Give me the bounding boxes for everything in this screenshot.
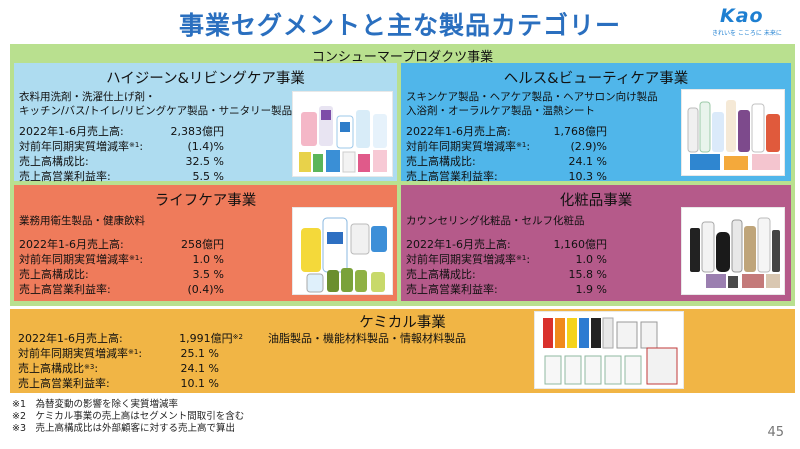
kao-logo: Kao きれいを こころに 未来に	[712, 5, 794, 37]
segment-metrics: 2022年1-6月売上高: 1,768億円 対前年同期実質増減率※1: (2.9)%…	[406, 125, 607, 183]
segment-metrics: 2022年1-6月売上高: 2,383億円 対前年同期実質増減率※1: (1.4)%…	[19, 125, 224, 183]
logo-wordmark: Kao	[720, 5, 764, 27]
segment-title: ヘルス&ビューティケア事業	[503, 71, 689, 87]
segment-description: カウンセリング化粧品・セルフ化粧品	[406, 215, 585, 227]
life-care-products-photo	[292, 207, 393, 295]
segment-description: 衣料用洗剤・洗濯仕上げ剤・ キッチン/バス/トイレ/リビングケア製品・サニタリー…	[19, 91, 293, 117]
footnote-2: ※2 ケミカル事業の売上高はセグメント間取引を含む	[12, 411, 245, 422]
footnote-3: ※3 売上高構成比は外部顧客に対する売上高で算出	[12, 423, 236, 434]
page-title: 事業セグメントと主な製品カテゴリー	[178, 11, 621, 40]
segment-cosmetics: 化粧品事業 カウンセリング化粧品・セルフ化粧品 2022年1-6月売上高: 1,1…	[401, 185, 791, 301]
segment-chemical: ケミカル事業 2022年1-6月売上高: 1,991億円※2 対前年同期実質増減率…	[10, 309, 795, 393]
segment-metrics: 2022年1-6月売上高: 258億円 対前年同期実質増減率※1: 1.0 % 売上…	[19, 238, 224, 296]
chemical-products-photo	[534, 311, 684, 389]
segment-title: ハイジーン&リビングケア事業	[106, 71, 305, 87]
segment-health-beauty-care: ヘルス&ビューティケア事業 スキンケア製品・ヘアケア製品・ヘアサロン向け製品 入…	[401, 63, 791, 183]
segment-life-care: ライフケア事業 業務用衛生製品・健康飲料 2022年1-6月売上高: 258億円 …	[14, 185, 397, 301]
health-beauty-products-photo	[681, 89, 785, 176]
segment-metrics: 2022年1-6月売上高: 1,160億円 対前年同期実質増減率※1: 1.0 % …	[406, 238, 607, 296]
segment-description: 業務用衛生製品・健康飲料	[19, 215, 145, 227]
segment-metrics: 2022年1-6月売上高: 1,991億円※2 対前年同期実質増減率※1: 25.1…	[18, 332, 243, 390]
logo-tagline: きれいを こころに 未来に	[712, 30, 782, 37]
segment-title: ライフケア事業	[154, 193, 257, 209]
segment-description: スキンケア製品・ヘアケア製品・ヘアサロン向け製品 入浴剤・オーラルケア製品・温熱…	[406, 91, 658, 117]
consumer-products-title: コンシューマープロダクツ事業	[311, 50, 494, 65]
segment-title: 化粧品事業	[559, 193, 633, 209]
segment-description: 油脂製品・機能材料製品・情報材料製品	[268, 332, 466, 345]
hygiene-products-photo	[292, 91, 393, 177]
cosmetics-products-photo	[681, 207, 785, 295]
page-number: 45	[767, 425, 784, 440]
segment-title: ケミカル事業	[359, 315, 446, 331]
segment-hygiene-living-care: ハイジーン&リビングケア事業 衣料用洗剤・洗濯仕上げ剤・ キッチン/バス/トイレ…	[14, 63, 397, 183]
footnote-1: ※1 為替変動の影響を除く実質増減率	[12, 399, 179, 410]
